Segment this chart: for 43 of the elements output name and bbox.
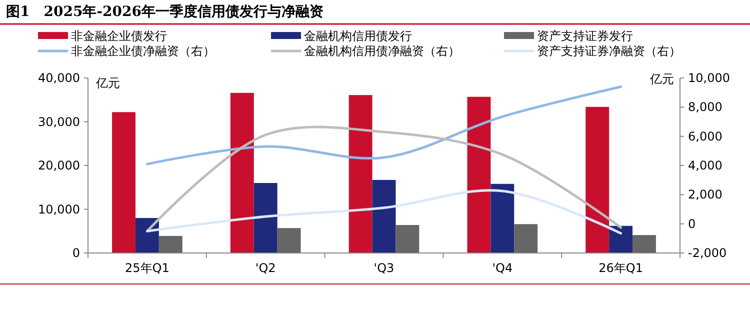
chart-title: 图1 2025年-2026年一季度信用债发行与净融资 [6, 3, 324, 20]
y-tick-label: 10,000 [38, 202, 80, 216]
bar [158, 236, 182, 253]
bar [254, 183, 278, 253]
bar [112, 112, 136, 253]
bar [490, 184, 514, 253]
bar [467, 96, 491, 253]
y2-tick-label: 6,000 [688, 129, 722, 144]
legend-label: 资产支持证券发行 [537, 29, 633, 43]
x-tick-label: 'Q2 [255, 261, 276, 275]
y2-tick-label: 2,000 [688, 188, 722, 202]
legend-label: 非金融企业债净融资（右） [71, 44, 215, 58]
y2-tick-label: 0 [688, 216, 696, 231]
line-series [146, 189, 622, 235]
x-tick-label: 'Q4 [492, 261, 513, 275]
line-series [146, 86, 622, 166]
legend-label: 非金融企业债发行 [71, 29, 167, 43]
bar [135, 218, 159, 253]
bar [586, 106, 610, 253]
x-tick-label: 25年Q1 [125, 261, 170, 275]
bar [632, 235, 656, 253]
y2-tick-label: 4,000 [688, 158, 722, 172]
y-tick-label: 40,000 [38, 71, 80, 85]
x-tick-label: 'Q3 [374, 261, 394, 275]
bar [230, 92, 254, 253]
legend-label: 资产支持证券净融资（右） [537, 44, 681, 58]
y2-tick-label: 10,000 [688, 71, 730, 85]
y2-axis-title: 亿元 [649, 72, 674, 86]
legend-label: 金融机构信用债发行 [304, 29, 412, 43]
bar [348, 95, 372, 253]
bar [396, 225, 420, 253]
y-tick-label: 20,000 [38, 158, 80, 172]
bar [514, 224, 538, 253]
bar [372, 180, 396, 253]
y2-tick-label: -2,000 [688, 246, 727, 260]
y2-tick-label: 8,000 [688, 100, 722, 114]
y-tick-label: 0 [72, 246, 80, 260]
legend-label: 金融机构信用债净融资（右） [304, 44, 460, 58]
bar [609, 226, 633, 253]
bar [277, 228, 301, 253]
y-axis-title: 亿元 [95, 76, 120, 90]
y-tick-label: 30,000 [38, 114, 80, 129]
x-tick-label: 26年Q1 [598, 261, 643, 275]
